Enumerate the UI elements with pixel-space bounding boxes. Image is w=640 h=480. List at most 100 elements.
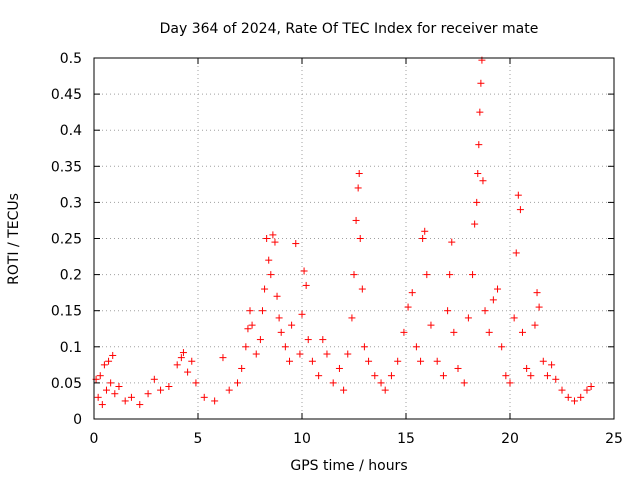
data-point: [498, 343, 506, 351]
data-point: [109, 351, 117, 359]
x-tick-label: 10: [293, 431, 311, 447]
data-point: [115, 383, 123, 391]
data-point: [371, 372, 379, 380]
data-point: [419, 235, 427, 242]
data-point: [464, 314, 472, 322]
data-point: [258, 307, 266, 315]
x-tick-label: 5: [194, 431, 203, 447]
data-point: [489, 296, 497, 304]
axis-ticks: [93, 57, 615, 420]
data-point: [548, 361, 556, 369]
data-point: [387, 372, 395, 380]
data-point: [481, 307, 489, 315]
data-point: [558, 386, 566, 394]
data-point: [539, 357, 547, 365]
data-point: [219, 354, 227, 362]
data-point: [412, 343, 420, 351]
data-point: [577, 393, 585, 401]
data-point: [417, 357, 425, 365]
data-point: [477, 79, 485, 87]
data-point: [271, 238, 279, 246]
data-point: [315, 372, 323, 380]
data-point: [102, 386, 110, 394]
data-point: [473, 198, 481, 206]
data-point: [173, 361, 181, 369]
data-point: [105, 357, 113, 365]
data-point: [516, 206, 524, 214]
data-point: [354, 184, 362, 192]
data-point: [111, 390, 119, 398]
data-point: [471, 220, 479, 228]
data-point: [365, 357, 373, 365]
data-point: [377, 379, 385, 387]
data-point: [344, 350, 352, 358]
data-point: [244, 325, 252, 333]
data-point: [476, 108, 484, 116]
data-point: [121, 397, 129, 405]
data-point: [527, 372, 535, 380]
data-point: [263, 235, 271, 242]
data-point: [510, 314, 518, 322]
data-point: [564, 393, 572, 401]
data-point: [256, 336, 264, 344]
data-point: [450, 328, 458, 336]
y-tick-label: 0.2: [60, 268, 82, 284]
data-point: [179, 349, 187, 357]
data-point: [421, 227, 429, 235]
y-axis-label: ROTI / TECUs: [6, 193, 22, 285]
data-point: [177, 354, 185, 362]
data-point: [552, 375, 560, 383]
data-point: [514, 191, 522, 199]
y-tick-label: 0.1: [60, 340, 82, 356]
data-point: [242, 343, 250, 351]
grid-lines: [94, 58, 614, 419]
data-point: [340, 386, 348, 394]
data-point: [506, 379, 514, 387]
data-point: [269, 231, 277, 239]
y-tick-label: 0.35: [51, 159, 82, 175]
data-point: [292, 240, 300, 248]
y-tick-label: 0: [73, 412, 82, 428]
data-point: [518, 328, 526, 336]
data-point: [446, 271, 454, 279]
data-point: [348, 314, 356, 322]
y-tick-label: 0.15: [51, 304, 82, 320]
x-tick-label: 25: [605, 431, 623, 447]
data-point: [356, 235, 364, 242]
data-point: [296, 350, 304, 358]
data-point: [360, 343, 368, 351]
data-point: [302, 281, 310, 289]
data-point: [535, 303, 543, 311]
data-point: [157, 386, 165, 394]
data-point: [211, 397, 219, 405]
data-point: [188, 357, 196, 365]
y-tick-label: 0.45: [51, 87, 82, 103]
data-point: [98, 401, 106, 409]
x-axis-label: GPS time / hours: [290, 458, 407, 474]
data-point: [273, 292, 281, 300]
data-point: [494, 285, 502, 293]
data-point: [192, 379, 200, 387]
data-point: [523, 364, 531, 372]
data-point: [587, 383, 595, 391]
x-tick-label: 20: [501, 431, 519, 447]
data-point: [448, 238, 456, 246]
data-point: [252, 350, 260, 358]
data-point: [267, 271, 275, 279]
data-point: [308, 357, 316, 365]
data-point: [144, 390, 152, 398]
data-point: [408, 289, 416, 297]
data-point: [94, 393, 102, 401]
data-point: [127, 393, 135, 401]
data-point: [474, 170, 482, 178]
data-point: [286, 357, 294, 365]
y-tick-label: 0.05: [51, 376, 82, 392]
data-point: [107, 379, 115, 387]
data-point: [355, 170, 363, 178]
data-point: [358, 285, 366, 293]
data-point: [460, 379, 468, 387]
data-point: [352, 216, 360, 224]
data-point: [531, 321, 539, 329]
data-point: [427, 321, 435, 329]
